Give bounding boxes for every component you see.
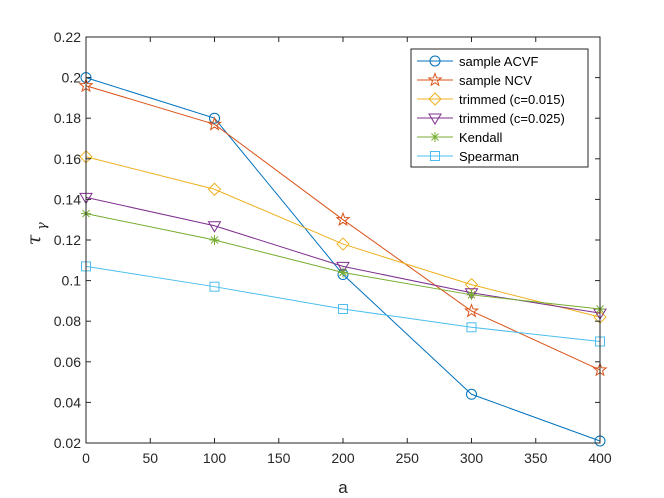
- x-tick-label: 350: [524, 450, 548, 466]
- data-point-5-4: [467, 290, 477, 300]
- x-tick-label: 150: [267, 450, 291, 466]
- data-point-5-2: [210, 235, 220, 245]
- legend-label: sample ACVF: [459, 54, 539, 69]
- legend-label: trimmed (c=0.015): [459, 92, 565, 107]
- x-tick-label: 400: [588, 450, 612, 466]
- y-tick-label: 0.14: [54, 191, 81, 207]
- y-axis-title-main: τ: [23, 234, 45, 245]
- y-tick-label: 0.2: [62, 70, 82, 86]
- x-tick-label: 250: [396, 450, 420, 466]
- data-point-5-3: [338, 267, 348, 277]
- legend-label: Kendall: [459, 130, 502, 145]
- y-tick-label: 0.02: [54, 435, 81, 451]
- x-tick-label: 0: [82, 450, 90, 466]
- x-tick-label: 100: [203, 450, 227, 466]
- legend-label: trimmed (c=0.025): [459, 111, 565, 126]
- y-tick-label: 0.1: [62, 273, 82, 289]
- x-tick-label: 200: [331, 450, 355, 466]
- y-tick-label: 0.22: [54, 29, 81, 45]
- legend-label: Spearman: [459, 149, 519, 164]
- y-axis-title-sub: γ: [35, 222, 50, 230]
- y-axis-title: τ γ: [23, 222, 50, 245]
- y-tick-label: 0.12: [54, 232, 81, 248]
- x-tick-label: 50: [142, 450, 158, 466]
- y-tick-label: 0.04: [54, 394, 81, 410]
- x-tick-label: 300: [460, 450, 484, 466]
- y-tick-label: 0.06: [54, 354, 81, 370]
- x-axis-title: a: [338, 478, 348, 497]
- y-tick-label: 0.08: [54, 313, 81, 329]
- y-tick-label: 0.18: [54, 110, 81, 126]
- legend-label: sample NCV: [459, 73, 532, 88]
- line-chart: 0 50 100 150 200 250 300 350 400 0.02 0.04 0.06 0.08…: [0, 0, 664, 498]
- legend-marker: [430, 132, 440, 142]
- legend: sample ACVF sample NCV trimmed (c=0.015) tr…: [411, 49, 588, 167]
- y-tick-label: 0.16: [54, 151, 81, 167]
